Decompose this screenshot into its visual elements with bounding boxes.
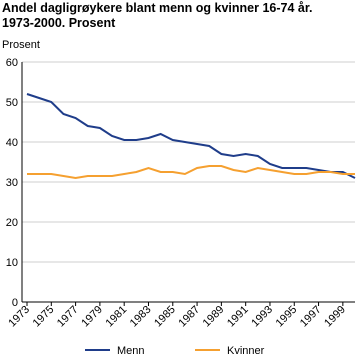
y-tick-label: 60 — [6, 57, 18, 69]
x-tick-label: 1981 — [104, 304, 130, 330]
y-tick-label: 10 — [6, 257, 18, 269]
x-tick-label: 1987 — [176, 304, 202, 330]
y-tick-label: 0 — [12, 297, 18, 309]
legend-label: Menn — [117, 345, 145, 357]
y-tick-label: 20 — [6, 217, 18, 229]
chart-subtitle: 1973-2000. Prosent — [2, 16, 116, 30]
x-tick-label: 1977 — [55, 304, 81, 330]
x-tick-label: 1993 — [249, 304, 275, 330]
x-tick-label: 1989 — [201, 304, 227, 330]
x-tick-label: 1975 — [31, 304, 57, 330]
x-tick-label: 1983 — [128, 304, 154, 330]
y-tick-label: 40 — [6, 137, 18, 149]
chart-title: Andel dagligrøykere blant menn og kvinne… — [2, 1, 313, 15]
y-tick-label: 30 — [6, 177, 18, 189]
x-tick-label: 1973 — [6, 304, 32, 330]
x-tick-label: 1985 — [152, 304, 178, 330]
x-tick-label: 1979 — [79, 304, 105, 330]
x-tick-label: 1997 — [298, 304, 324, 330]
legend-label: Kvinner — [227, 345, 265, 357]
x-tick-label: 1991 — [225, 304, 251, 330]
line — [27, 165, 355, 180]
y-tick-label: 50 — [6, 97, 18, 109]
x-tick-label: 1995 — [274, 304, 300, 330]
line — [26, 93, 356, 179]
x-tick-label: 1999 — [322, 304, 348, 330]
y-axis-label: Prosent — [2, 39, 40, 51]
